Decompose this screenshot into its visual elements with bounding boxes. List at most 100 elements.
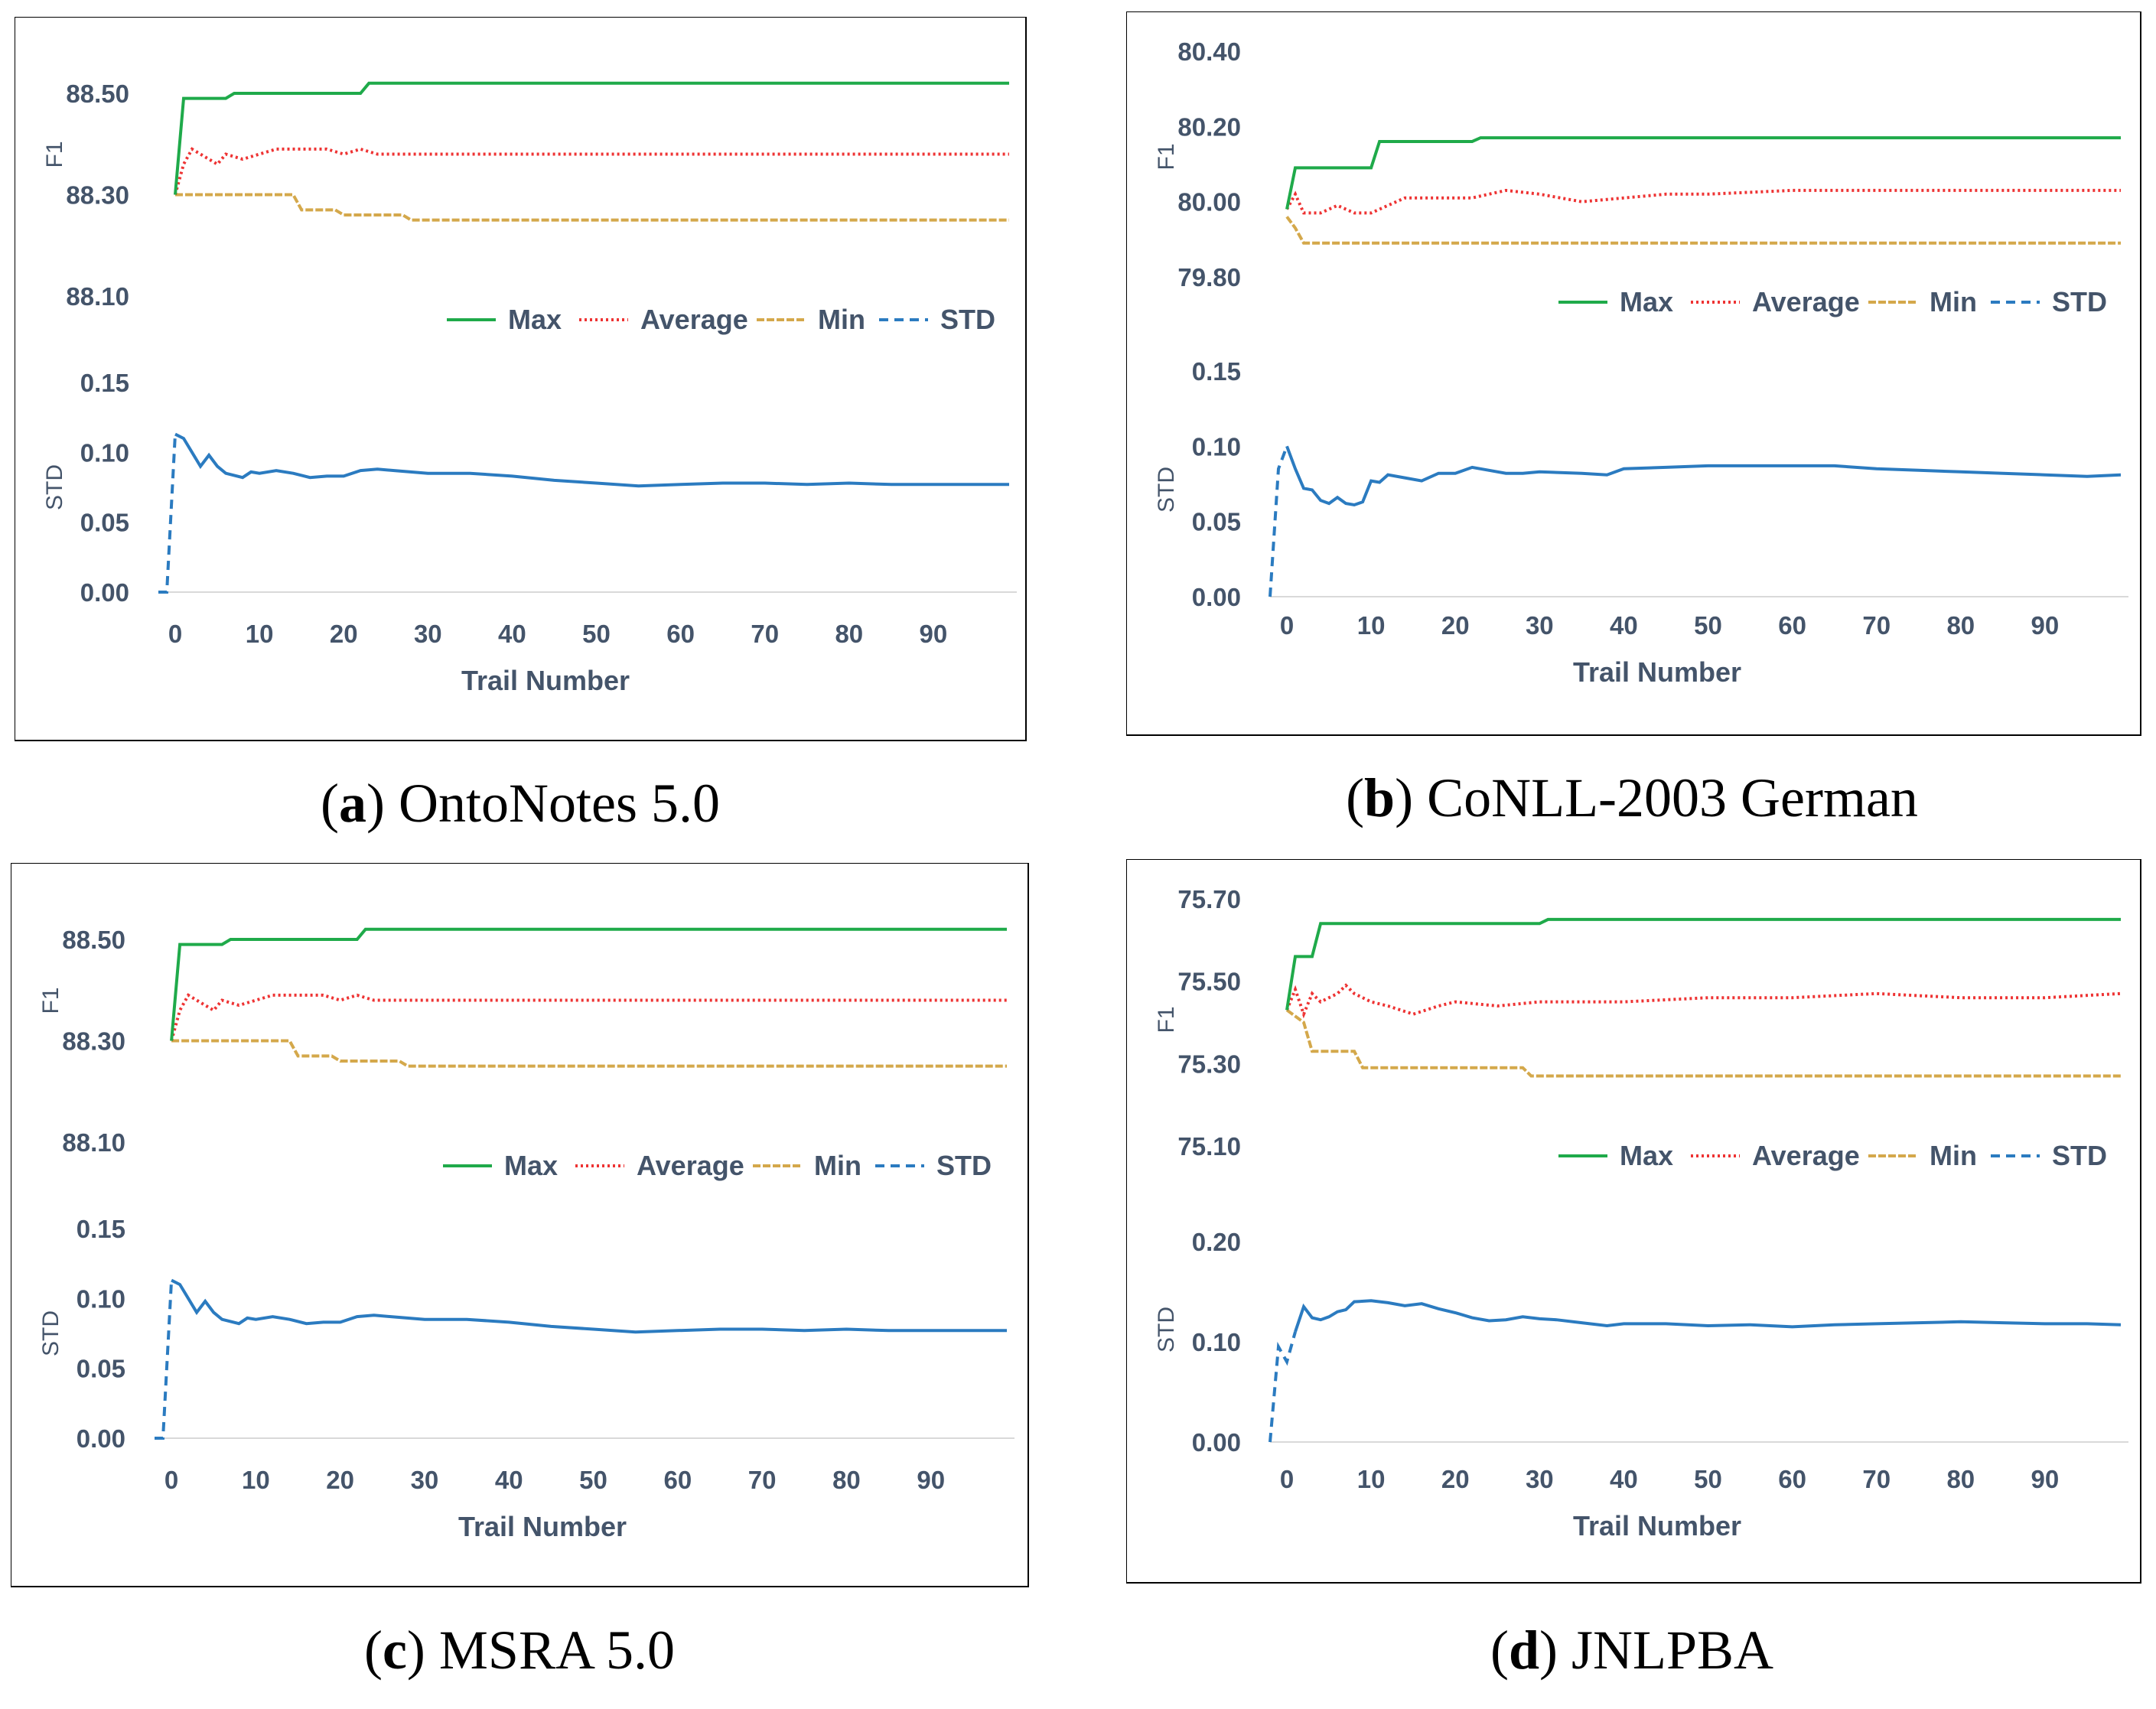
x-tick-label: 90 bbox=[917, 1466, 945, 1494]
series-line-max bbox=[1285, 136, 2121, 210]
x-tick-label: 60 bbox=[1778, 611, 1806, 640]
series-line-std-start bbox=[1269, 445, 1288, 597]
x-tick-label: 10 bbox=[1357, 611, 1386, 640]
y-tick-label-f1: 88.30 bbox=[62, 1027, 125, 1056]
x-tick-label: 30 bbox=[414, 620, 442, 648]
y-tick-label-std: 0.05 bbox=[1192, 508, 1241, 536]
legend-label-min: Min bbox=[1930, 286, 1977, 317]
y-tick-label-f1: 80.00 bbox=[1177, 188, 1241, 216]
y-axis-title-std: STD bbox=[1154, 1307, 1179, 1353]
chart-panel-d: 75.70 75.50 75.30 75.10 0.20 0.10 0.00 0 10 20 30 4… bbox=[1126, 859, 2156, 1705]
y-tick-label-std: 0.05 bbox=[77, 1355, 125, 1383]
x-tick-label: 70 bbox=[1862, 611, 1891, 640]
chart-svg-c: 88.50 88.30 88.10 0.15 0.10 0.05 0.00 0 10 20 30 40… bbox=[11, 863, 1029, 1681]
x-tick-label: 80 bbox=[1946, 1465, 1975, 1493]
x-tick-label: 80 bbox=[1946, 611, 1975, 640]
chart-frame-a bbox=[15, 17, 1027, 741]
x-axis-title: Trail Number bbox=[458, 1511, 627, 1542]
x-tick-label: 20 bbox=[330, 620, 358, 648]
x-tick-label: 30 bbox=[1526, 611, 1554, 640]
legend-label-average: Average bbox=[1752, 286, 1860, 317]
x-tick-label: 20 bbox=[1441, 1465, 1470, 1493]
legend-label-min: Min bbox=[1930, 1140, 1977, 1171]
chart-panel-a: 88.50 88.30 88.10 0.15 0.10 0.05 0.00 0 10 20 30 40… bbox=[15, 17, 1086, 863]
x-axis-title: Trail Number bbox=[1573, 656, 1741, 688]
chart-svg-b: 80.40 80.20 80.00 79.80 0.15 0.10 0.05 0.00 0 10 2… bbox=[1126, 11, 2141, 828]
x-tick-label: 40 bbox=[1610, 611, 1638, 640]
chart-marks-b: 80.40 80.20 80.00 79.80 0.15 0.10 0.05 0.00 0 10 2… bbox=[1154, 37, 2128, 688]
series-line-std bbox=[171, 1278, 1007, 1334]
y-tick-label-f1: 75.30 bbox=[1177, 1050, 1241, 1078]
x-tick-label: 80 bbox=[832, 1466, 861, 1494]
series-line-max bbox=[174, 81, 1009, 195]
y-tick-label-std: 0.10 bbox=[1192, 1328, 1241, 1356]
series-line-std bbox=[1294, 1299, 2122, 1333]
series-line-std-start bbox=[155, 1280, 174, 1440]
x-tick-label: 90 bbox=[920, 620, 948, 648]
y-tick-label-std: 0.15 bbox=[80, 369, 129, 397]
series-line-std bbox=[1285, 445, 2122, 507]
y-axis-title-f1: F1 bbox=[42, 141, 67, 168]
y-tick-label-f1: 80.20 bbox=[1177, 112, 1241, 141]
x-tick-label: 50 bbox=[1694, 611, 1722, 640]
chart-svg-a: 88.50 88.30 88.10 0.15 0.10 0.05 0.00 0 10 20 30 40… bbox=[15, 17, 1027, 834]
y-tick-label-std: 0.15 bbox=[77, 1215, 125, 1243]
y-tick-label-f1: 80.40 bbox=[1177, 37, 1241, 66]
x-tick-label: 60 bbox=[1778, 1465, 1806, 1493]
x-tick-label: 10 bbox=[242, 1466, 270, 1494]
x-tick-label: 50 bbox=[1694, 1465, 1722, 1493]
y-tick-label-std: 0.20 bbox=[1192, 1228, 1241, 1256]
x-axis-title: Trail Number bbox=[1573, 1510, 1741, 1541]
series-line-min bbox=[1285, 1008, 2121, 1078]
legend-label-min: Min bbox=[814, 1150, 861, 1181]
legend-label-max: Max bbox=[504, 1150, 558, 1181]
x-tick-label: 80 bbox=[835, 620, 863, 648]
y-tick-label-std: 0.10 bbox=[80, 438, 129, 467]
y-tick-label-f1: 79.80 bbox=[1177, 263, 1241, 291]
x-axis-title: Trail Number bbox=[461, 665, 630, 696]
caption-b: (b) CoNLL-2003 German bbox=[1346, 767, 1918, 828]
y-tick-label-std: 0.05 bbox=[80, 509, 129, 537]
x-tick-label: 70 bbox=[1862, 1465, 1891, 1493]
series-line-min bbox=[1285, 216, 2121, 245]
y-axis-title-f1: F1 bbox=[1154, 143, 1179, 170]
chart-panel-c: 88.50 88.30 88.10 0.15 0.10 0.05 0.00 0 10 20 30 40… bbox=[11, 863, 1082, 1709]
legend-label-max: Max bbox=[1620, 286, 1673, 317]
series-line-std-start bbox=[1269, 1331, 1297, 1443]
x-tick-label: 50 bbox=[579, 1466, 607, 1494]
y-tick-label-f1: 88.10 bbox=[66, 282, 129, 311]
series-line-min bbox=[175, 193, 1009, 222]
y-axis-title-std: STD bbox=[1154, 467, 1179, 513]
x-tick-label: 0 bbox=[164, 1466, 178, 1494]
legend-label-std: STD bbox=[2052, 1140, 2107, 1171]
y-tick-label-std: 0.00 bbox=[1192, 583, 1241, 611]
x-tick-label: 60 bbox=[666, 620, 695, 648]
x-tick-label: 20 bbox=[326, 1466, 354, 1494]
chart-svg-d: 75.70 75.50 75.30 75.10 0.20 0.10 0.00 0 10 20 30 4… bbox=[1126, 859, 2141, 1681]
chart-frame-d bbox=[1126, 859, 2141, 1584]
legend-label-std: STD bbox=[2052, 286, 2107, 317]
y-axis-title-f1: F1 bbox=[1154, 1006, 1179, 1033]
y-tick-label-std: 0.00 bbox=[77, 1424, 125, 1453]
series-line-min bbox=[171, 1039, 1007, 1068]
x-tick-label: 60 bbox=[663, 1466, 692, 1494]
x-tick-label: 0 bbox=[1280, 1465, 1294, 1493]
x-tick-label: 70 bbox=[748, 1466, 777, 1494]
caption-d: (d) JNLPBA bbox=[1490, 1619, 1773, 1681]
y-tick-label-std: 0.10 bbox=[77, 1284, 125, 1313]
caption-c: (c) MSRA 5.0 bbox=[364, 1619, 675, 1681]
x-tick-label: 70 bbox=[751, 620, 779, 648]
x-tick-label: 40 bbox=[1610, 1465, 1638, 1493]
y-tick-label-f1: 88.50 bbox=[62, 926, 125, 954]
y-tick-label-f1: 75.70 bbox=[1177, 885, 1241, 913]
y-axis-title-f1: F1 bbox=[38, 987, 64, 1014]
chart-frame-b bbox=[1126, 11, 2141, 736]
x-tick-label: 0 bbox=[168, 620, 182, 648]
chart-marks-a: 88.50 88.30 88.10 0.15 0.10 0.05 0.00 0 10 20 30 40… bbox=[42, 80, 1017, 696]
series-line-max bbox=[170, 927, 1007, 1041]
x-tick-label: 40 bbox=[498, 620, 526, 648]
x-tick-label: 90 bbox=[2031, 1465, 2060, 1493]
legend-label-min: Min bbox=[818, 304, 865, 335]
series-line-average bbox=[174, 147, 1009, 196]
legend-label-std: STD bbox=[940, 304, 995, 335]
